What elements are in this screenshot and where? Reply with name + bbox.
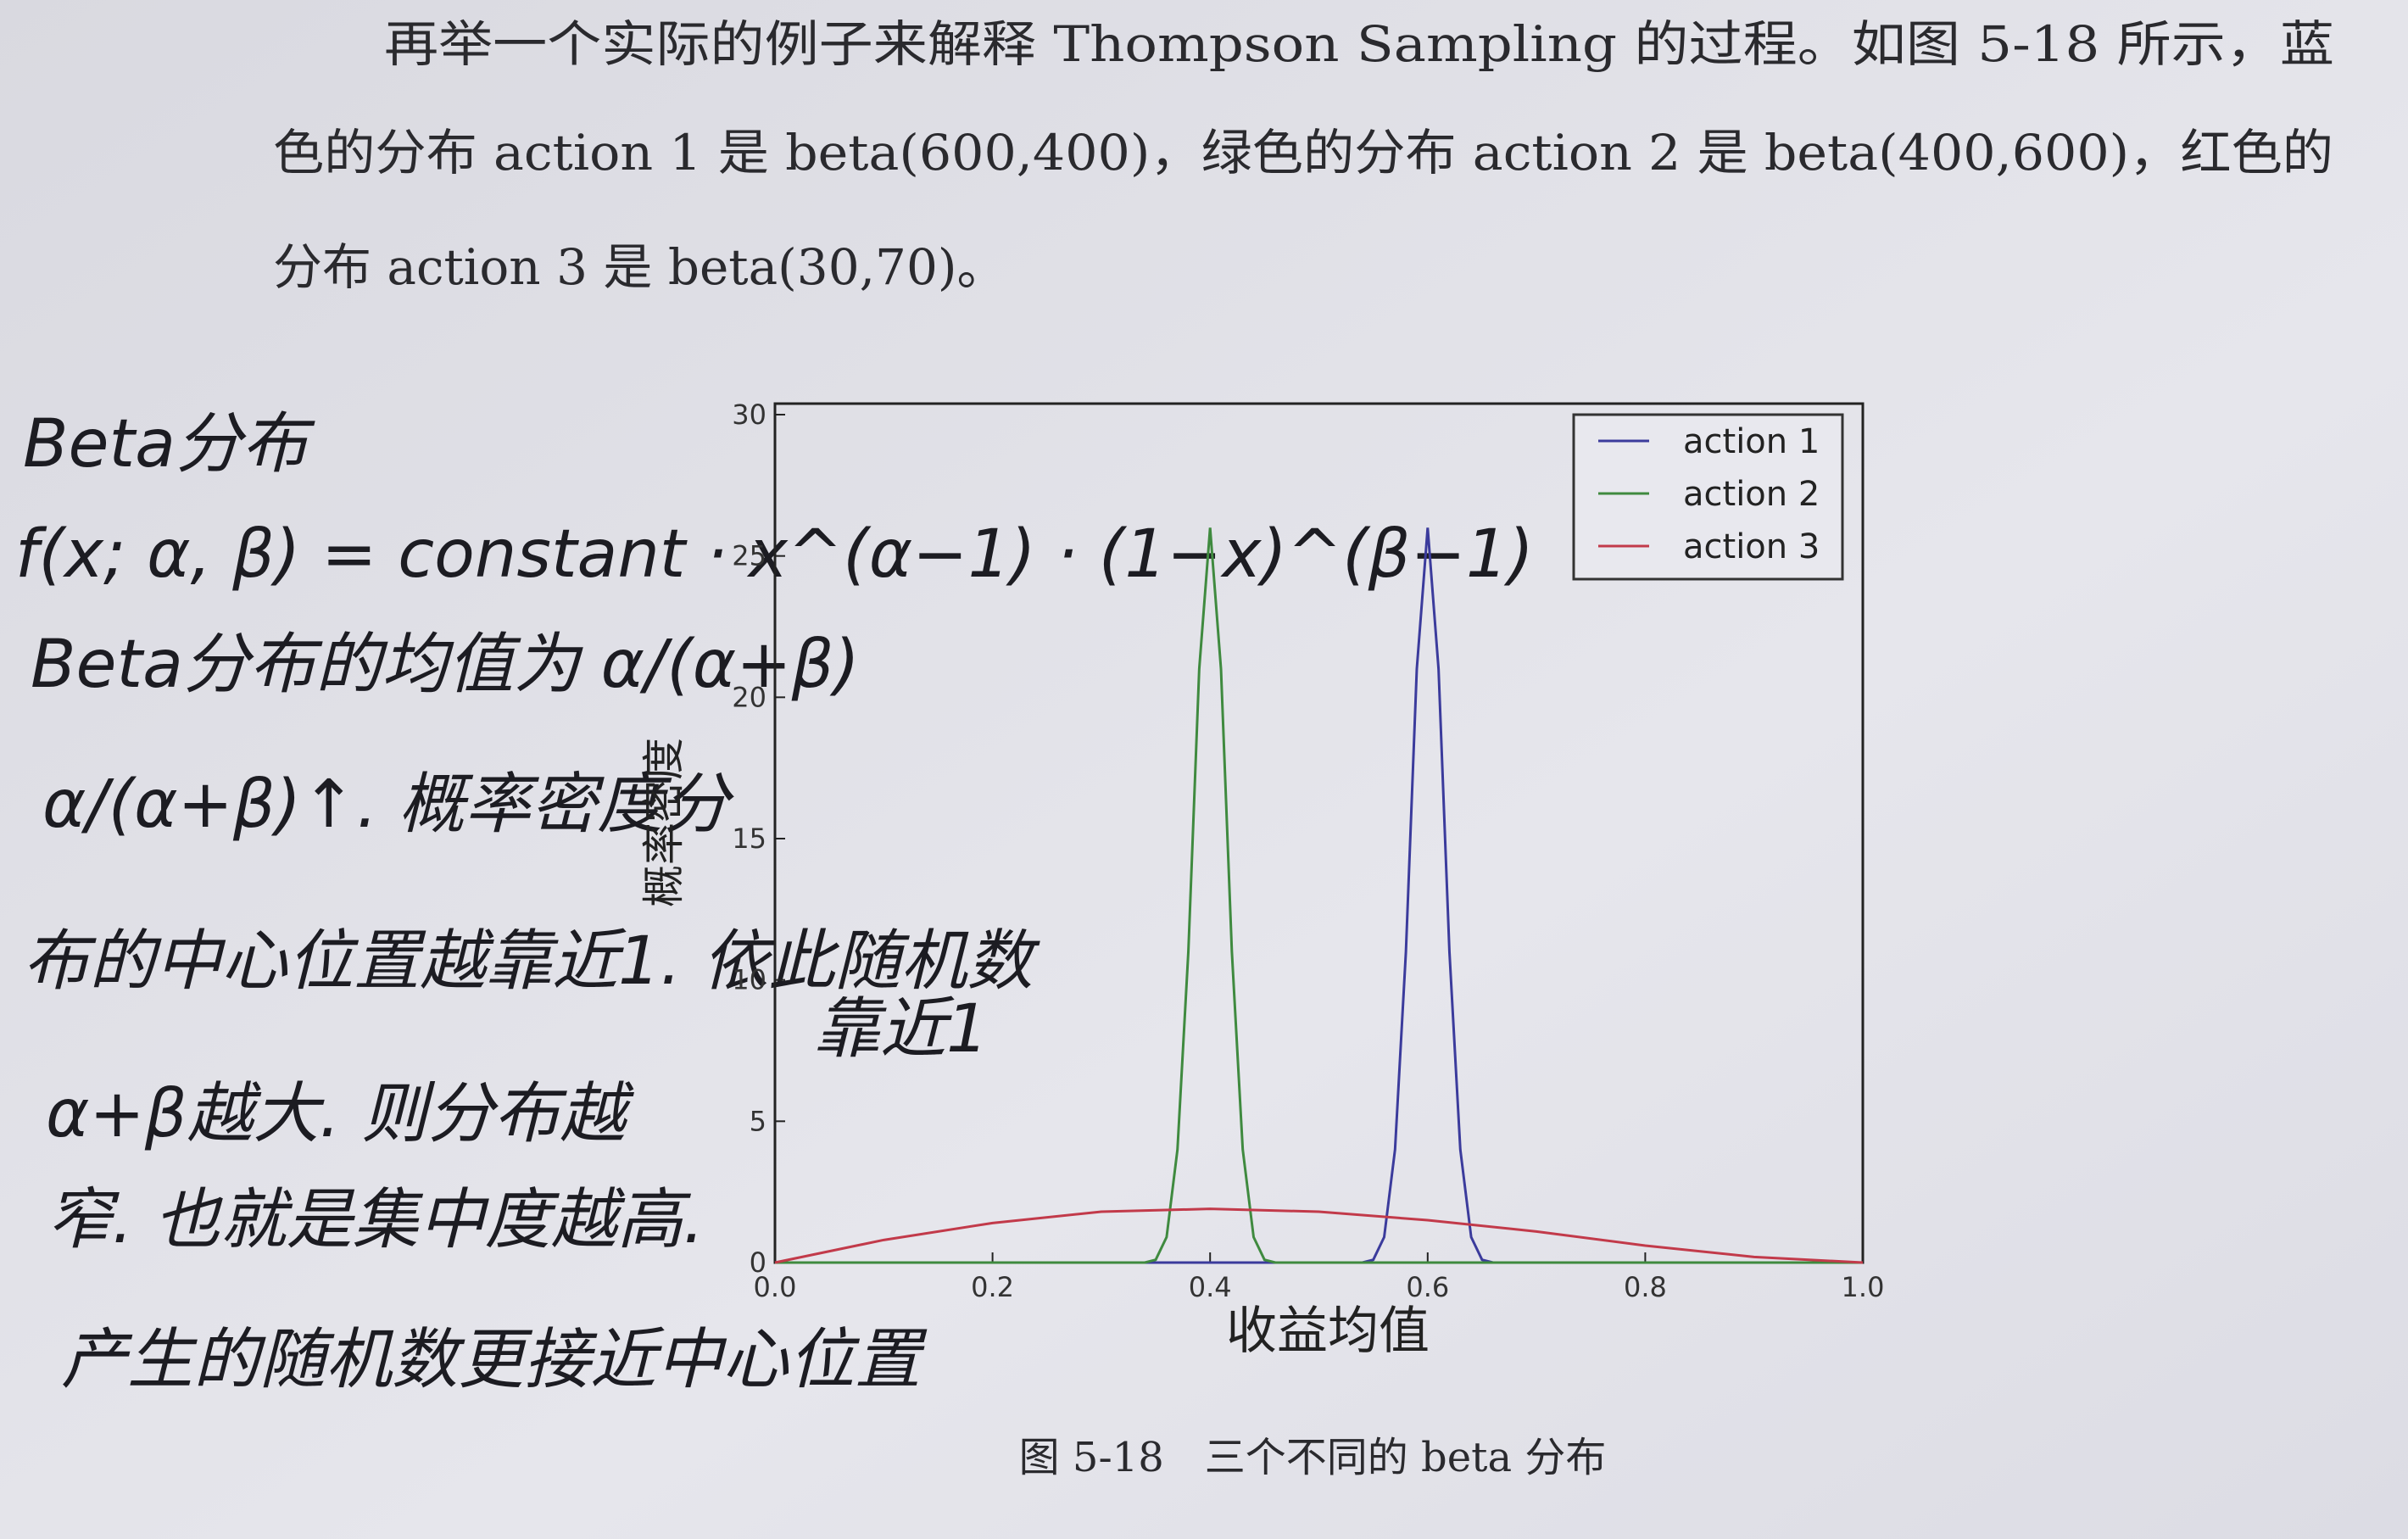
legend-label: action 1 [1683,422,1820,461]
x-axis-label: 收益均值 [1226,1302,1430,1361]
handwritten-note: 窄. 也就是集中度越高. [46,1182,704,1258]
handwritten-note: 靠近1 [814,991,989,1068]
x-tick-label: 0.2 [971,1271,1014,1303]
y-tick-label: 10 [732,964,766,996]
series-line [775,527,1863,1264]
legend-label: action 3 [1683,527,1820,566]
handwritten-note: Beta分布 [23,406,315,482]
x-tick-label: 0.8 [1624,1271,1667,1303]
x-tick-label: 0.4 [1189,1271,1232,1303]
y-tick-label: 0 [750,1246,766,1279]
caption: 图 5-18 三个不同的 beta 分布 [1019,1434,1607,1481]
y-axis-label: 概率密度 [639,738,688,907]
y-tick-label: 25 [732,540,766,572]
y-tick-label: 20 [732,681,766,713]
legend-label: action 2 [1683,475,1820,514]
series-line [775,527,1863,1264]
x-tick-label: 0.6 [1406,1271,1449,1303]
handwritten-note: α+β越大. 则分布越 [46,1076,634,1152]
paragraph-line: 色的分布 action 1 是 beta(600,400)，绿色的分布 acti… [273,124,2333,181]
legend-box [1572,413,1844,581]
handwritten-note: 产生的随机数更接近中心位置 [61,1322,928,1398]
handwritten-note: Beta分布的均值为 α/(α+β) [31,627,860,703]
y-tick-label: 30 [732,399,766,431]
x-tick-label: 1.0 [1842,1271,1885,1303]
y-tick-label: 15 [732,822,766,855]
paragraph-line: 再举一个实际的例子来解释 Thompson Sampling 的过程。如图 5-… [384,15,2334,73]
handwritten-note: 布的中心位置越靠近1. 依此随机数 [23,923,1040,1000]
handwritten-note: α/(α+β)↑. 概率密度分 [42,767,734,843]
paragraph-line: 分布 action 3 是 beta(30,70)。 [273,238,1006,296]
y-tick-label: 5 [750,1105,766,1137]
x-tick-label: 0.0 [754,1271,797,1303]
series-line [774,1207,1864,1264]
